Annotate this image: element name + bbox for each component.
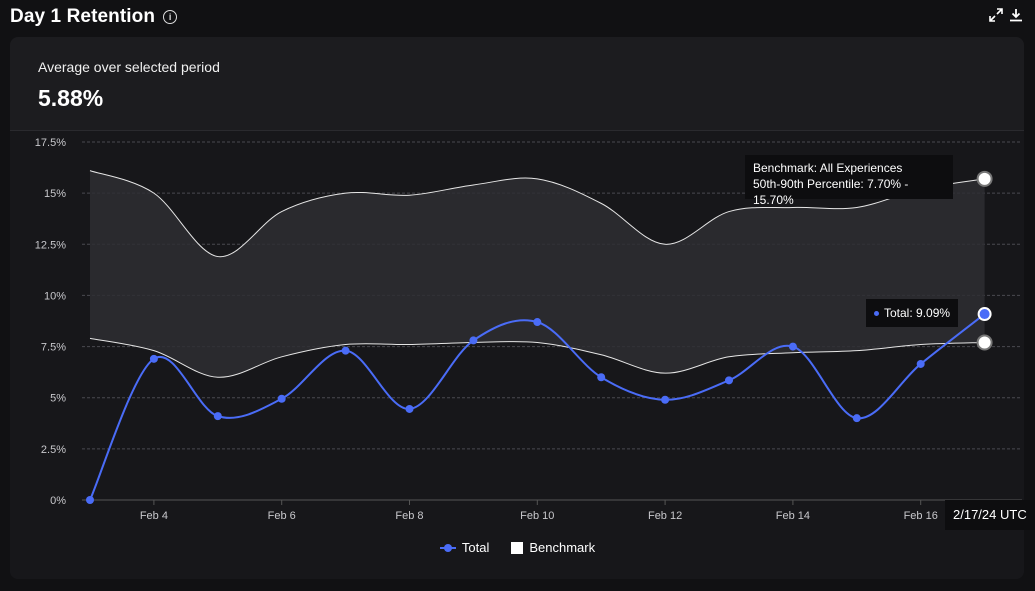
summary-label: Average over selected period bbox=[38, 59, 220, 75]
total-point[interactable] bbox=[916, 359, 925, 368]
total-dot-icon bbox=[874, 311, 879, 317]
total-tooltip-text: Total: 9.09% bbox=[884, 306, 951, 320]
x-tick-label: Feb 8 bbox=[395, 510, 423, 522]
x-tick-label: Feb 12 bbox=[648, 510, 682, 522]
total-point[interactable] bbox=[469, 336, 478, 345]
x-tick-label: Feb 14 bbox=[776, 510, 810, 522]
total-point[interactable] bbox=[533, 318, 542, 327]
x-tick-label: Feb 10 bbox=[520, 510, 554, 522]
legend-line-icon bbox=[439, 543, 456, 552]
total-point[interactable] bbox=[149, 354, 158, 363]
legend-label-benchmark: Benchmark bbox=[529, 540, 596, 555]
benchmark-upper-line bbox=[89, 170, 985, 258]
total-point[interactable] bbox=[277, 394, 286, 403]
total-point[interactable] bbox=[405, 404, 414, 413]
legend-item-total[interactable]: Total bbox=[439, 540, 490, 555]
total-point[interactable] bbox=[661, 395, 670, 404]
expand-icon[interactable] bbox=[989, 8, 1003, 22]
y-tick-label: 2.5% bbox=[41, 444, 66, 456]
date-tooltip: 2/17/24 UTC bbox=[945, 500, 1035, 530]
y-tick-label: 5% bbox=[50, 393, 66, 405]
benchmark-tooltip-line1: Benchmark: All Experiences bbox=[753, 161, 903, 175]
benchmark-lower-line bbox=[89, 337, 985, 378]
total-marker[interactable] bbox=[977, 307, 992, 322]
total-point[interactable] bbox=[86, 496, 94, 504]
legend-box-icon bbox=[511, 541, 524, 554]
y-tick-label: 7.5% bbox=[41, 342, 66, 354]
y-tick-label: 15% bbox=[44, 188, 66, 200]
y-tick-label: 10% bbox=[44, 290, 66, 302]
chart-header: Day 1 Retention i bbox=[10, 5, 178, 29]
y-tick-label: 12.5% bbox=[35, 239, 66, 251]
total-point[interactable] bbox=[213, 412, 222, 421]
total-point[interactable] bbox=[725, 376, 733, 385]
benchmark-lower-marker[interactable] bbox=[976, 334, 993, 351]
total-point[interactable] bbox=[788, 342, 797, 351]
x-tick-label: Feb 4 bbox=[140, 510, 168, 522]
x-tick-label: Feb 6 bbox=[268, 510, 296, 522]
y-tick-label: 0% bbox=[50, 495, 66, 507]
legend-label-total: Total bbox=[461, 540, 490, 555]
total-point[interactable] bbox=[341, 346, 350, 355]
legend: Total Benchmark bbox=[0, 540, 1035, 555]
benchmark-upper-marker[interactable] bbox=[976, 170, 993, 187]
benchmark-band bbox=[90, 170, 985, 378]
y-tick-label: 17.5% bbox=[35, 137, 66, 149]
legend-item-benchmark[interactable]: Benchmark bbox=[511, 540, 595, 555]
chart-title: Day 1 Retention bbox=[10, 6, 156, 27]
benchmark-tooltip: Benchmark: All Experiences 50th-90th Per… bbox=[745, 155, 953, 207]
x-tick-label: Feb 16 bbox=[904, 510, 938, 522]
download-icon[interactable] bbox=[1009, 8, 1023, 22]
total-point[interactable] bbox=[852, 414, 861, 423]
total-point[interactable] bbox=[597, 373, 606, 382]
summary-value: 5.88% bbox=[38, 85, 104, 111]
benchmark-tooltip-line2: 50th-90th Percentile: 7.70% - 15.70% bbox=[753, 177, 909, 207]
header-actions bbox=[989, 8, 1023, 22]
total-tooltip: Total: 9.09% bbox=[866, 299, 959, 327]
divider bbox=[10, 130, 1024, 131]
info-icon[interactable]: i bbox=[163, 10, 178, 24]
